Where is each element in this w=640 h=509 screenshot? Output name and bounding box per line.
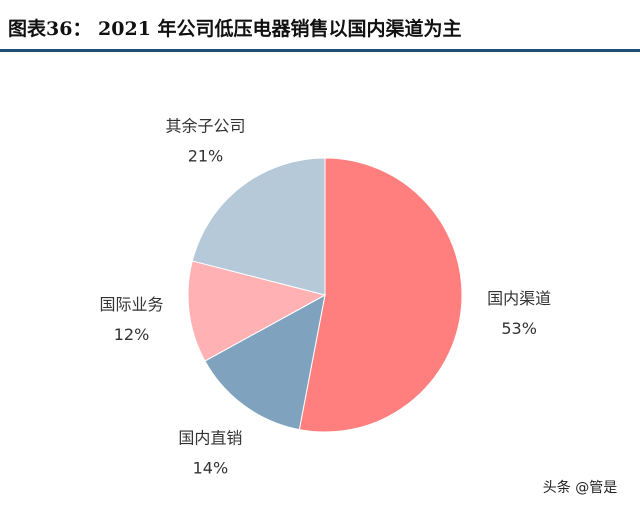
pie-slice bbox=[191, 157, 326, 296]
pie-slice bbox=[204, 294, 326, 431]
title-rule bbox=[0, 49, 640, 52]
slice-value-label: 14% bbox=[193, 458, 229, 477]
slice-label: 国内直销 bbox=[178, 428, 242, 447]
pie-slice bbox=[187, 260, 327, 362]
slice-label: 国际业务 bbox=[100, 295, 164, 314]
slice-value-label: 53% bbox=[501, 319, 537, 338]
slice-label: 国内渠道 bbox=[487, 289, 551, 308]
chart-title: 图表36： 2021 年公司低压电器销售以国内渠道为主 bbox=[8, 17, 462, 40]
watermark: 头条 @管是 bbox=[543, 479, 617, 496]
slice-label: 其余子公司 bbox=[165, 116, 245, 135]
slice-value-label: 21% bbox=[188, 146, 224, 165]
pie-slice bbox=[298, 157, 463, 433]
slice-value-label: 12% bbox=[114, 325, 150, 344]
